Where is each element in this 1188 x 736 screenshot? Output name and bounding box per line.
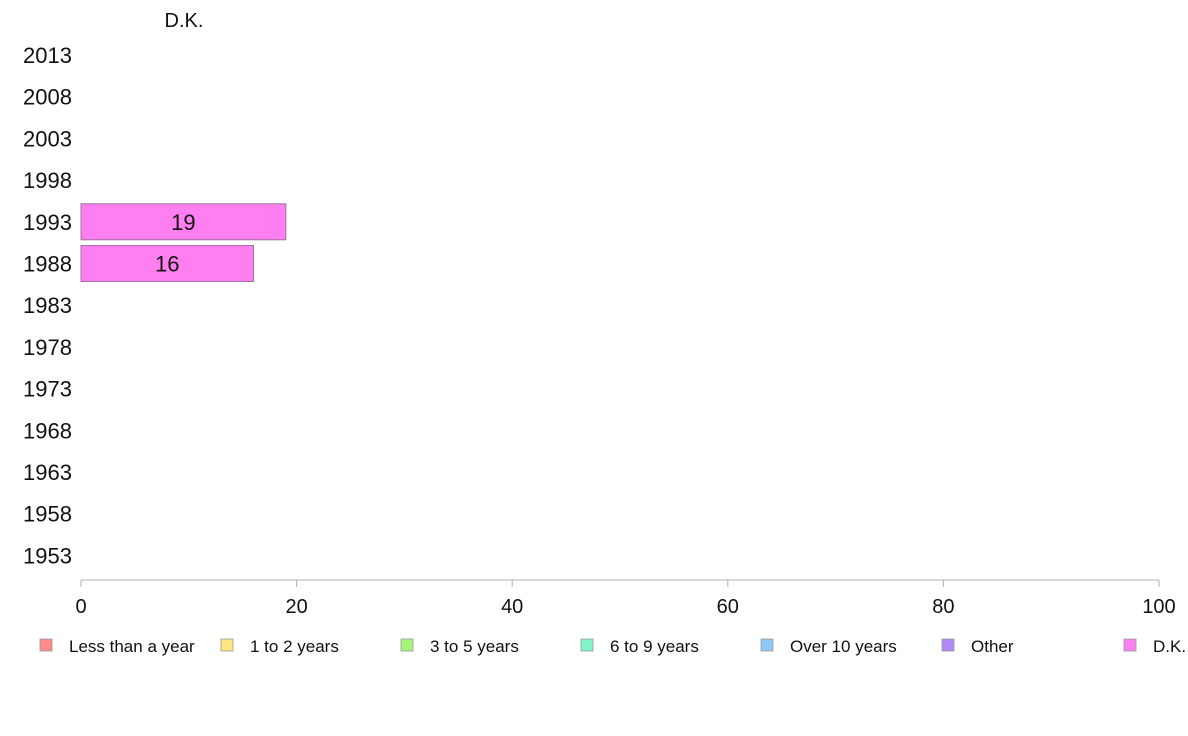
- legend-label: 1 to 2 years: [250, 637, 339, 656]
- legend-label: 6 to 9 years: [610, 637, 699, 656]
- legend-label: Over 10 years: [790, 637, 897, 656]
- legend-label: D.K.: [1153, 637, 1186, 656]
- y-tick-label: 1993: [23, 210, 72, 235]
- y-tick-label: 1978: [23, 335, 72, 360]
- legend-swatch: [580, 638, 594, 652]
- y-tick-label: 1958: [23, 502, 72, 527]
- legend-swatch: [1123, 638, 1137, 652]
- y-tick-label: 2013: [23, 43, 72, 68]
- legend-swatch: [39, 638, 53, 652]
- y-tick-label: 1983: [23, 293, 72, 318]
- x-tick-label: 0: [75, 596, 86, 618]
- y-tick-label: 1953: [23, 543, 72, 568]
- legend-label: 3 to 5 years: [430, 637, 519, 656]
- y-tick-label: 1963: [23, 460, 72, 485]
- y-tick-label: 1968: [23, 418, 72, 443]
- y-tick-label: 1973: [23, 377, 72, 402]
- x-tick-label: 40: [501, 596, 523, 618]
- bar: [80, 203, 287, 241]
- y-tick-label: 1988: [23, 252, 72, 277]
- x-axis: 0 20 40 60 80 100: [75, 579, 1176, 618]
- legend-swatch: [941, 638, 955, 652]
- bar-value-label: 16: [155, 252, 179, 277]
- legend-label: Less than a year: [69, 637, 195, 656]
- x-tick-label: 80: [932, 596, 954, 618]
- bar-value-label: 19: [171, 210, 195, 235]
- x-tick-label: 20: [285, 596, 307, 618]
- legend-swatch: [220, 638, 234, 652]
- legend-swatch: [400, 638, 414, 652]
- legend: Less than a year 1 to 2 years 3 to 5 years…: [39, 637, 1186, 656]
- y-tick-label: 2003: [23, 126, 72, 151]
- legend-label: Other: [971, 637, 1014, 656]
- x-tick-label: 60: [717, 596, 739, 618]
- facet-label: D.K.: [165, 10, 204, 32]
- bar: [80, 245, 254, 282]
- x-tick-label: 100: [1142, 596, 1175, 618]
- y-axis-labels: 2013 2008 2003 1998 1993 1988 1983 1978 1973 1968…: [23, 43, 72, 568]
- legend-swatch: [760, 638, 774, 652]
- y-tick-label: 1998: [23, 168, 72, 193]
- y-tick-label: 2008: [23, 85, 72, 110]
